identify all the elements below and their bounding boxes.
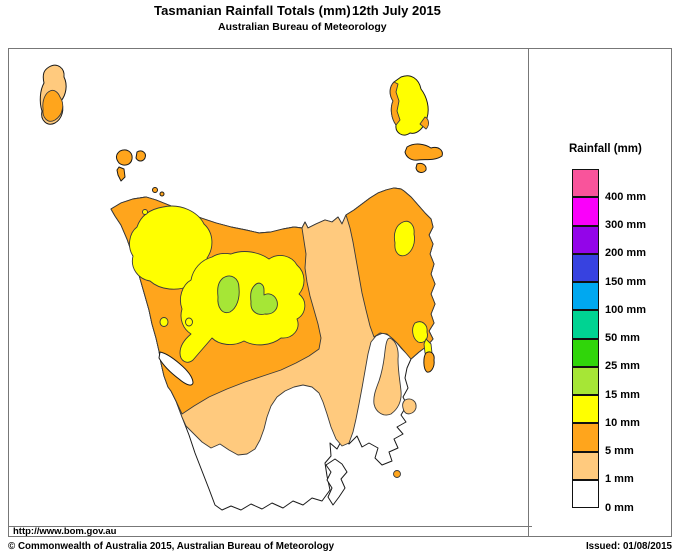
tasman-peninsula-5mm-spot bbox=[393, 470, 401, 478]
nw-coastal-islet-b bbox=[159, 191, 165, 197]
macquarie-harbour bbox=[158, 351, 194, 386]
legend-swatch-5-mm bbox=[572, 423, 599, 452]
map-frame: http://www.bom.gov.au Rainfall (mm) 400 … bbox=[8, 48, 672, 537]
url-footer-strip: http://www.bom.gov.au bbox=[9, 526, 532, 537]
flinders-island-5mm-tip bbox=[419, 116, 429, 130]
legend-panel: Rainfall (mm) 400 mm 300 mm 200 mm 150 mm 10… bbox=[529, 49, 671, 536]
legend-swatch-150-mm bbox=[572, 253, 599, 282]
page-title: Tasmanian Rainfall Totals (mm) bbox=[154, 3, 351, 18]
legend-swatch-200-mm bbox=[572, 225, 599, 254]
tasmania-rainfall-map bbox=[39, 64, 443, 511]
legend-swatch-50-mm bbox=[572, 310, 599, 339]
cape-barren-island bbox=[404, 143, 443, 161]
legend-divider-line bbox=[528, 49, 529, 536]
legend-swatch-1-mm bbox=[572, 451, 599, 480]
legend-swatch-100-mm bbox=[572, 282, 599, 311]
rain-region-15mm-west-patch bbox=[217, 275, 240, 314]
copyright-text: © Commonwealth of Australia 2015, Austra… bbox=[8, 541, 335, 552]
rain-spot-10mm-stanley bbox=[142, 209, 148, 215]
rain-spot-10mm-west-a bbox=[159, 317, 169, 327]
rain-region-10mm-northeast bbox=[393, 220, 415, 257]
rain-region-10mm-eastcoast bbox=[412, 321, 428, 343]
page-subtitle: Australian Bureau of Meteorology bbox=[218, 21, 387, 33]
hunter-island-south bbox=[116, 166, 126, 182]
issued-date: Issued: 01/08/2015 bbox=[585, 541, 672, 552]
legend-swatch-25-mm bbox=[572, 338, 599, 367]
legend-swatch-400-mm bbox=[572, 169, 599, 198]
rain-region-15mm-east-patch bbox=[250, 282, 278, 315]
bom-url: http://www.bom.gov.au bbox=[13, 526, 117, 537]
legend-label: 0 mm bbox=[605, 501, 634, 514]
legend-label: 300 mm bbox=[605, 219, 646, 231]
rain-region-1mm-east-tongue bbox=[373, 337, 402, 416]
forestier-peninsula-patch bbox=[402, 398, 417, 415]
three-hummock-island bbox=[135, 150, 146, 162]
bruny-island bbox=[325, 458, 348, 506]
hunter-island bbox=[116, 149, 133, 166]
legend-title: Rainfall (mm) bbox=[569, 143, 642, 155]
rain-region-10mm-northwest bbox=[129, 205, 213, 290]
page-title-date: 12th July 2015 bbox=[352, 3, 441, 18]
clarke-island bbox=[415, 162, 427, 173]
king-island-5mm-region bbox=[42, 89, 64, 122]
legend-label: 15 mm bbox=[605, 388, 640, 401]
legend-label: 10 mm bbox=[605, 416, 640, 429]
legend-label: 100 mm bbox=[605, 303, 646, 316]
nw-coastal-islet-a bbox=[152, 187, 158, 193]
rain-region-10mm-central bbox=[179, 251, 306, 363]
legend-label: 200 mm bbox=[605, 247, 646, 260]
legend-label: 25 mm bbox=[605, 360, 640, 373]
legend-swatch-15-mm bbox=[572, 366, 599, 395]
legend-swatch-300-mm bbox=[572, 197, 599, 226]
legend-label: 150 mm bbox=[605, 275, 646, 288]
flinders-island-5mm-strip bbox=[389, 81, 401, 126]
legend-swatch-10-mm bbox=[572, 395, 599, 424]
rain-spot-10mm-west-b bbox=[185, 317, 193, 327]
legend-label: 1 mm bbox=[605, 473, 634, 486]
legend-swatch-0-mm bbox=[572, 479, 599, 508]
maria-island bbox=[423, 351, 435, 373]
legend-label: 50 mm bbox=[605, 332, 640, 344]
legend-label: 400 mm bbox=[605, 190, 646, 203]
legend-label: 5 mm bbox=[605, 445, 634, 457]
